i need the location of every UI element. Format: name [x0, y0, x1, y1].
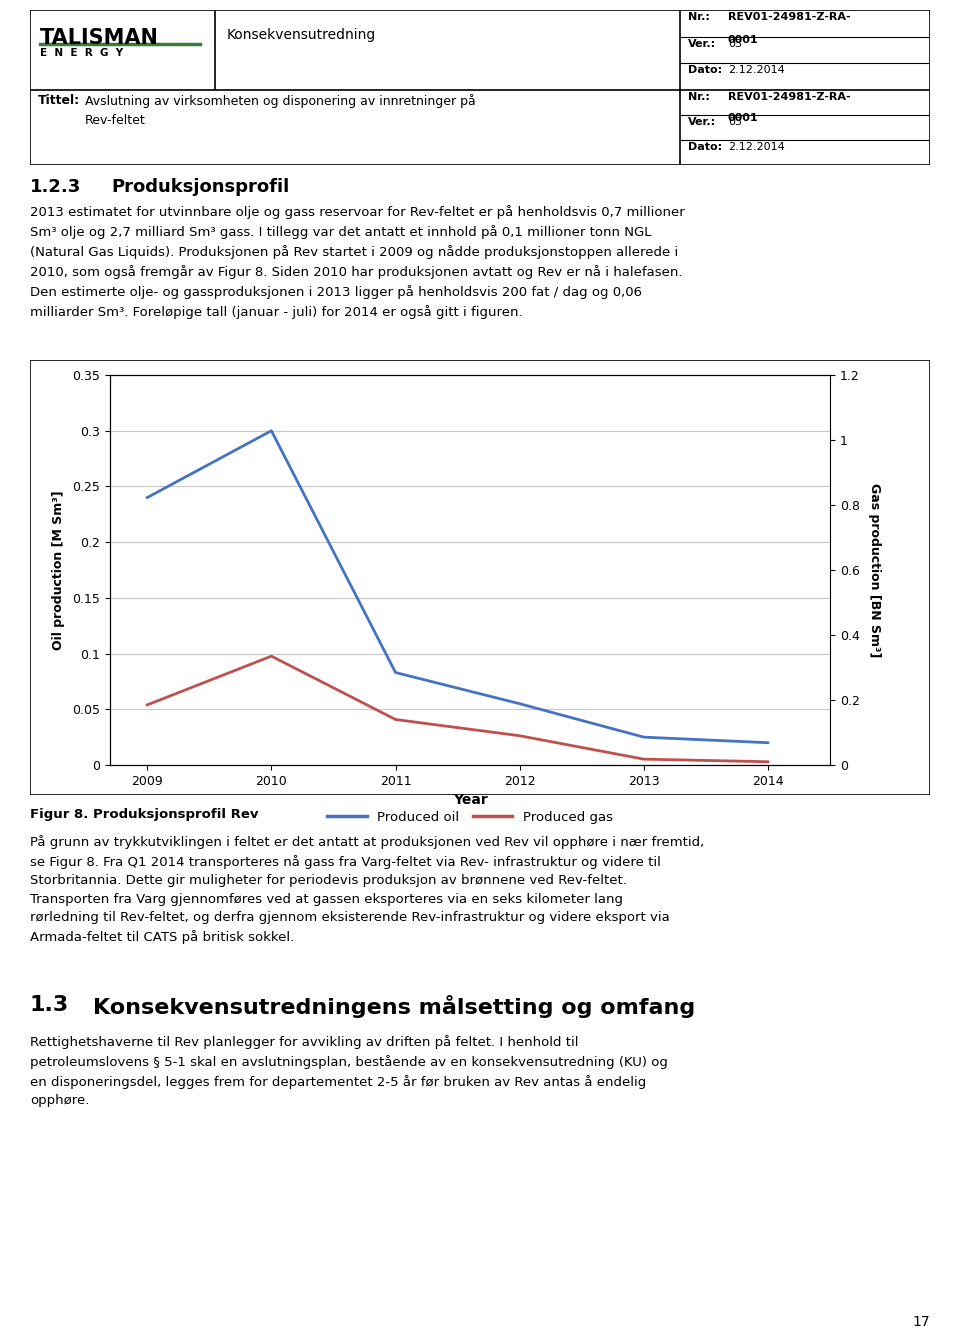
- Text: Ver.:: Ver.:: [688, 39, 716, 48]
- Y-axis label: Oil production [M Sm³]: Oil production [M Sm³]: [53, 491, 65, 649]
- Text: Avslutning av virksomheten og disponering av innretninger på: Avslutning av virksomheten og disponerin…: [85, 94, 476, 108]
- Text: Figur 8. Produksjonsprofil Rev: Figur 8. Produksjonsprofil Rev: [30, 808, 258, 821]
- Text: På grunn av trykkutviklingen i feltet er det antatt at produksjonen ved Rev vil : På grunn av trykkutviklingen i feltet er…: [30, 835, 705, 945]
- Text: Tittel:: Tittel:: [38, 94, 80, 108]
- Text: Ver.:: Ver.:: [688, 117, 716, 126]
- Text: REV01-24981-Z-RA-: REV01-24981-Z-RA-: [728, 12, 851, 22]
- Text: 1.2.3: 1.2.3: [30, 177, 82, 196]
- Y-axis label: Gas production [BN Sm³]: Gas production [BN Sm³]: [868, 482, 880, 657]
- Text: E  N  E  R  G  Y: E N E R G Y: [40, 48, 123, 58]
- Text: 2.12.2014: 2.12.2014: [728, 142, 784, 152]
- Text: Konsekvensutredning: Konsekvensutredning: [227, 28, 376, 42]
- Text: Nr.:: Nr.:: [688, 12, 709, 22]
- Text: 2.12.2014: 2.12.2014: [728, 66, 784, 75]
- Text: Dato:: Dato:: [688, 66, 722, 75]
- Text: 2013 estimatet for utvinnbare olje og gass reservoar for Rev-feltet er på henhol: 2013 estimatet for utvinnbare olje og ga…: [30, 206, 684, 319]
- Text: 17: 17: [912, 1314, 930, 1329]
- Text: 1.3: 1.3: [30, 995, 69, 1015]
- Text: REV01-24981-Z-RA-: REV01-24981-Z-RA-: [728, 91, 851, 102]
- Text: Konsekvensutredningens målsetting og omfang: Konsekvensutredningens målsetting og omf…: [93, 995, 695, 1017]
- Text: TALISMAN: TALISMAN: [40, 28, 158, 48]
- Text: Rettighetshaverne til Rev planlegger for avvikling av driften på feltet. I henho: Rettighetshaverne til Rev planlegger for…: [30, 1035, 668, 1107]
- Text: 0001: 0001: [728, 35, 758, 44]
- Text: 03: 03: [728, 39, 742, 48]
- Text: Produksjonsprofil: Produksjonsprofil: [111, 177, 289, 196]
- Text: 0001: 0001: [728, 113, 758, 124]
- Text: Nr.:: Nr.:: [688, 91, 709, 102]
- X-axis label: Year: Year: [452, 793, 488, 808]
- Text: Dato:: Dato:: [688, 142, 722, 152]
- Text: 03: 03: [728, 117, 742, 126]
- Text: Rev-feltet: Rev-feltet: [85, 114, 146, 126]
- Legend: Produced oil, Produced gas: Produced oil, Produced gas: [322, 805, 618, 829]
